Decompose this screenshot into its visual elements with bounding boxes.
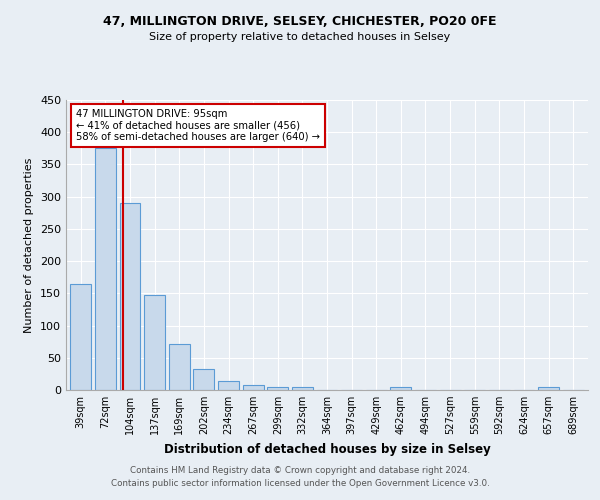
Bar bbox=[95, 148, 116, 390]
Bar bbox=[242, 386, 263, 390]
Bar bbox=[169, 344, 190, 390]
Bar bbox=[391, 388, 412, 390]
Text: Contains HM Land Registry data © Crown copyright and database right 2024.: Contains HM Land Registry data © Crown c… bbox=[130, 466, 470, 475]
Bar bbox=[218, 381, 239, 390]
Bar bbox=[193, 368, 214, 390]
Bar bbox=[292, 388, 313, 390]
Text: Contains public sector information licensed under the Open Government Licence v3: Contains public sector information licen… bbox=[110, 478, 490, 488]
Bar bbox=[267, 387, 288, 390]
Text: 47 MILLINGTON DRIVE: 95sqm
← 41% of detached houses are smaller (456)
58% of sem: 47 MILLINGTON DRIVE: 95sqm ← 41% of deta… bbox=[76, 108, 320, 142]
Bar bbox=[144, 294, 165, 390]
Bar bbox=[70, 284, 91, 390]
X-axis label: Distribution of detached houses by size in Selsey: Distribution of detached houses by size … bbox=[164, 442, 490, 456]
Text: 47, MILLINGTON DRIVE, SELSEY, CHICHESTER, PO20 0FE: 47, MILLINGTON DRIVE, SELSEY, CHICHESTER… bbox=[103, 15, 497, 28]
Bar bbox=[538, 388, 559, 390]
Bar bbox=[119, 203, 140, 390]
Text: Size of property relative to detached houses in Selsey: Size of property relative to detached ho… bbox=[149, 32, 451, 42]
Y-axis label: Number of detached properties: Number of detached properties bbox=[25, 158, 34, 332]
